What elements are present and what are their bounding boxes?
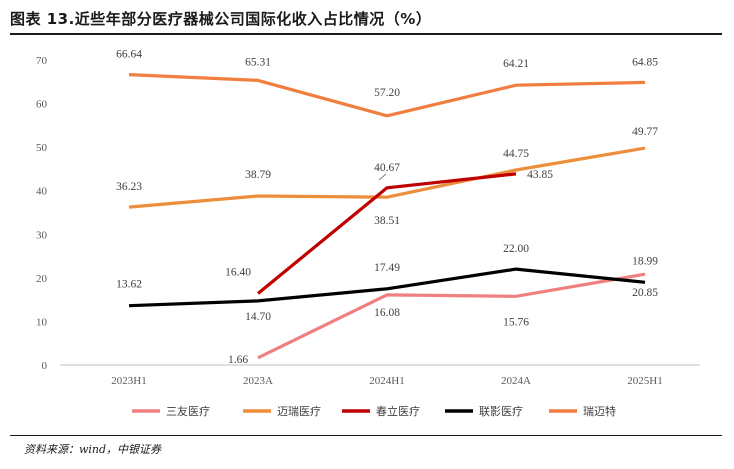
x-tick-label: 2024A [501,375,531,387]
data-label-chunli: 40.67 [374,162,400,174]
data-label-sanyou: 1.66 [228,354,248,366]
legend-label-sanyou: 三友医疗 [166,404,210,418]
data-label-ruimaite: 66.64 [116,49,142,61]
y-tick-label: 20 [36,273,48,285]
x-tick-label: 2023H1 [111,375,146,387]
data-label-chunli: 16.40 [225,267,251,279]
x-tick-label: 2023A [243,375,273,387]
data-label-chunli: 43.85 [527,169,553,181]
legend-label-ruimaite: 瑞迈特 [583,404,616,418]
chart-title: 图表 13.近些年部分医疗器械公司国际化收入占比情况（%） [10,10,432,28]
data-label-united-imaging: 18.99 [632,255,658,267]
data-label-mindray: 49.77 [632,126,658,138]
legend-label-mindray: 迈瑞医疗 [277,404,321,418]
data-label-ruimaite: 57.20 [374,87,400,99]
y-tick-label: 30 [36,229,48,241]
data-label-mindray: 36.23 [116,181,142,193]
data-label-mindray: 44.75 [503,148,529,160]
data-label-ruimaite: 64.21 [503,58,529,70]
y-tick-label: 10 [36,316,48,328]
data-label-united-imaging: 13.62 [116,279,142,291]
series-line-united-imaging [128,267,646,308]
series-line-mindray [128,146,646,209]
data-label-sanyou: 15.76 [503,316,529,328]
source-note: 资料来源：wind，中银证券 [24,443,162,456]
y-tick-label: 50 [36,142,48,154]
legend-label-chunli: 春立医疗 [376,404,420,418]
y-tick-label: 70 [36,55,48,67]
legend-label-united-imaging: 联影医疗 [479,404,523,418]
data-label-sanyou: 20.85 [632,287,658,299]
x-tick-label: 2024H1 [369,375,404,387]
data-label-mindray: 38.51 [374,215,400,227]
y-tick-label: 0 [42,360,48,372]
data-label-leader [378,173,387,181]
series-line-sanyou [257,272,646,360]
series-line-chunli [256,172,517,295]
source-rule [10,435,722,436]
data-label-sanyou: 16.08 [374,307,400,319]
y-tick-label: 60 [36,99,48,111]
data-label-ruimaite: 65.31 [245,56,271,68]
title-rule [10,33,722,35]
y-tick-label: 40 [36,186,48,198]
data-label-united-imaging: 14.70 [245,311,271,323]
x-tick-label: 2025H1 [627,375,662,387]
series-line-ruimaite [128,73,646,118]
data-label-united-imaging: 22.00 [503,243,529,255]
data-label-mindray: 38.79 [245,169,271,181]
data-label-ruimaite: 64.85 [632,56,658,68]
data-label-united-imaging: 17.49 [374,262,400,274]
